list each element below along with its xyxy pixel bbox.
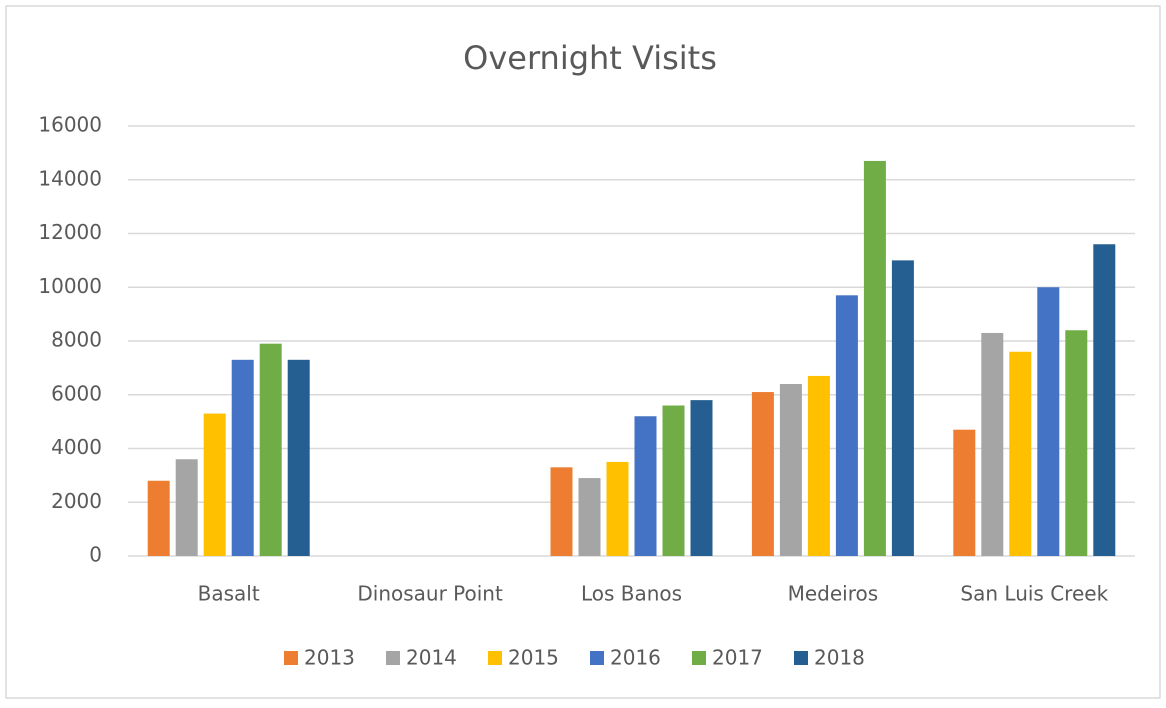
bar (981, 332, 1004, 556)
chart-border (5, 5, 1161, 699)
bar (863, 160, 886, 556)
bar (175, 459, 198, 556)
bar (662, 405, 685, 556)
y-tick-label: 0 (89, 543, 102, 567)
bar (147, 480, 170, 556)
y-tick-label: 12000 (38, 220, 102, 244)
legend-label: 2014 (406, 646, 457, 670)
legend-swatch (284, 651, 298, 665)
bar (578, 478, 601, 556)
y-tick-label: 14000 (38, 166, 102, 190)
legend-label: 2018 (814, 646, 865, 670)
x-tick-label: Dinosaur Point (357, 582, 503, 606)
bar (690, 400, 713, 556)
bar (287, 359, 310, 556)
x-tick-label: Basalt (198, 582, 260, 606)
bar (550, 467, 573, 556)
legend-label: 2017 (712, 646, 763, 670)
legend-label: 2015 (508, 646, 559, 670)
y-tick-label: 6000 (51, 381, 102, 405)
bar (953, 429, 976, 556)
legend-swatch (590, 651, 604, 665)
y-tick-label: 10000 (38, 274, 102, 298)
bar (203, 413, 226, 556)
bar (891, 260, 914, 556)
x-tick-label: San Luis Creek (960, 582, 1108, 606)
legend-label: 2013 (304, 646, 355, 670)
bar (807, 375, 830, 556)
chart-title: Overnight Visits (463, 39, 717, 77)
bar (751, 392, 774, 556)
legend-swatch (488, 651, 502, 665)
y-tick-label: 2000 (51, 489, 102, 513)
x-tick-label: Los Banos (581, 582, 682, 606)
bar (231, 359, 254, 556)
bar (1093, 244, 1116, 556)
bar (634, 416, 657, 556)
bar (779, 384, 802, 556)
bar (1009, 351, 1032, 556)
y-tick-label: 16000 (38, 113, 102, 137)
legend-swatch (692, 651, 706, 665)
y-tick-label: 4000 (51, 435, 102, 459)
x-tick-label: Medeiros (788, 582, 879, 606)
bar (1065, 330, 1088, 556)
bar (259, 343, 282, 556)
legend-swatch (794, 651, 808, 665)
y-tick-label: 8000 (51, 328, 102, 352)
bar (1037, 287, 1060, 556)
legend-swatch (386, 651, 400, 665)
legend-label: 2016 (610, 646, 661, 670)
bar (835, 295, 858, 556)
bar (606, 461, 629, 556)
